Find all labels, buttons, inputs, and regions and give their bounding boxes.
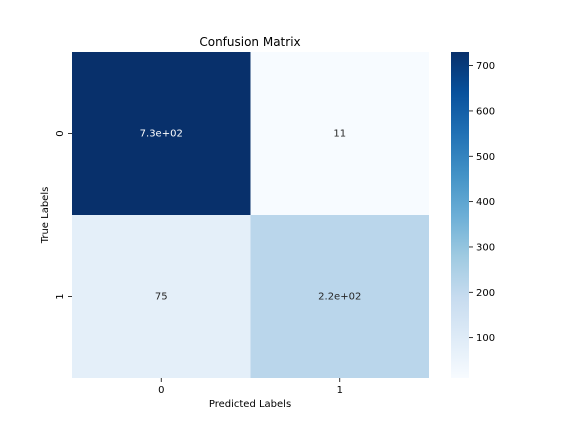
colorbar-tick-label: 100 (476, 333, 495, 344)
cell-annotation-1-0: 75 (155, 292, 168, 303)
colorbar-tick-label: 300 (476, 242, 495, 253)
cell-annotation-0-0: 7.3e+02 (140, 129, 183, 140)
y-axis-ticks: 01 (55, 130, 72, 299)
heatmap-cells (72, 52, 429, 378)
colorbar-tick-label: 700 (476, 61, 495, 72)
colorbar-tick-label: 600 (476, 106, 495, 117)
x-axis-label: Predicted Labels (209, 399, 291, 410)
x-tick-label: 1 (337, 385, 343, 396)
cell-annotation-0-1: 11 (333, 129, 346, 140)
colorbar-tick-label: 500 (476, 152, 495, 163)
cell-annotation-1-1: 2.2e+02 (318, 292, 361, 303)
colorbar (451, 52, 469, 378)
y-tick-label: 1 (55, 293, 66, 299)
colorbar-tick-label: 200 (476, 288, 495, 299)
colorbar-ticks: 100 200 300 400 500 600 700 (469, 61, 495, 344)
colorbar-tick-label: 400 (476, 197, 495, 208)
y-tick-label: 0 (55, 130, 66, 136)
x-tick-label: 0 (158, 385, 164, 396)
chart-title: Confusion Matrix (199, 35, 300, 49)
y-axis-label: True Labels (40, 187, 51, 245)
